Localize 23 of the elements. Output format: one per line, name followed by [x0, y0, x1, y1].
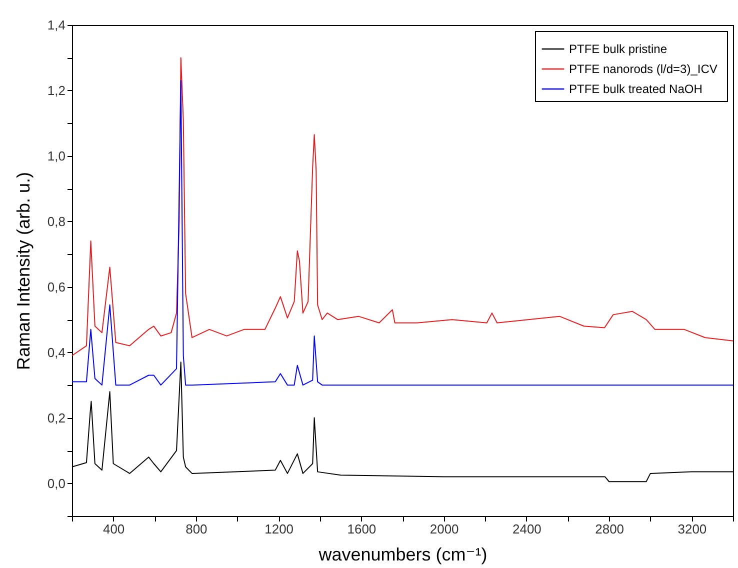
legend-label: PTFE bulk treated NaOH	[569, 82, 702, 96]
x-tick-label: 2800	[595, 522, 624, 536]
x-tick-label: 2400	[512, 522, 542, 536]
line-series	[72, 57, 734, 356]
x-tick-label: 1600	[347, 522, 376, 536]
line-series	[72, 80, 734, 386]
x-tick-label: 800	[186, 522, 208, 536]
y-tick-label: 1,2	[47, 82, 66, 98]
x-tick-label: 1200	[264, 522, 294, 536]
x-tick-label: 400	[102, 522, 125, 536]
x-tick-label: 3200	[678, 522, 707, 536]
x-axis-title: wavenumbers (cm⁻¹)	[318, 544, 488, 564]
y-tick-label: 0,4	[47, 344, 66, 360]
y-tick-label: 1,0	[47, 148, 66, 164]
x-tick-label: 2000	[430, 522, 459, 536]
y-tick-label: 1,4	[47, 18, 66, 32]
legend-label: PTFE bulk pristine	[569, 42, 668, 56]
legend-label: PTFE nanorods (l/d=3)_ICV	[569, 62, 718, 76]
y-axis-title: Raman Intensity (arb. u.)	[13, 172, 34, 370]
y-tick-label: 0,8	[47, 214, 66, 229]
y-tick-label: 0,2	[47, 410, 66, 426]
y-tick-label: 0,0	[47, 476, 66, 491]
y-tick-label: 0,6	[47, 279, 66, 294]
